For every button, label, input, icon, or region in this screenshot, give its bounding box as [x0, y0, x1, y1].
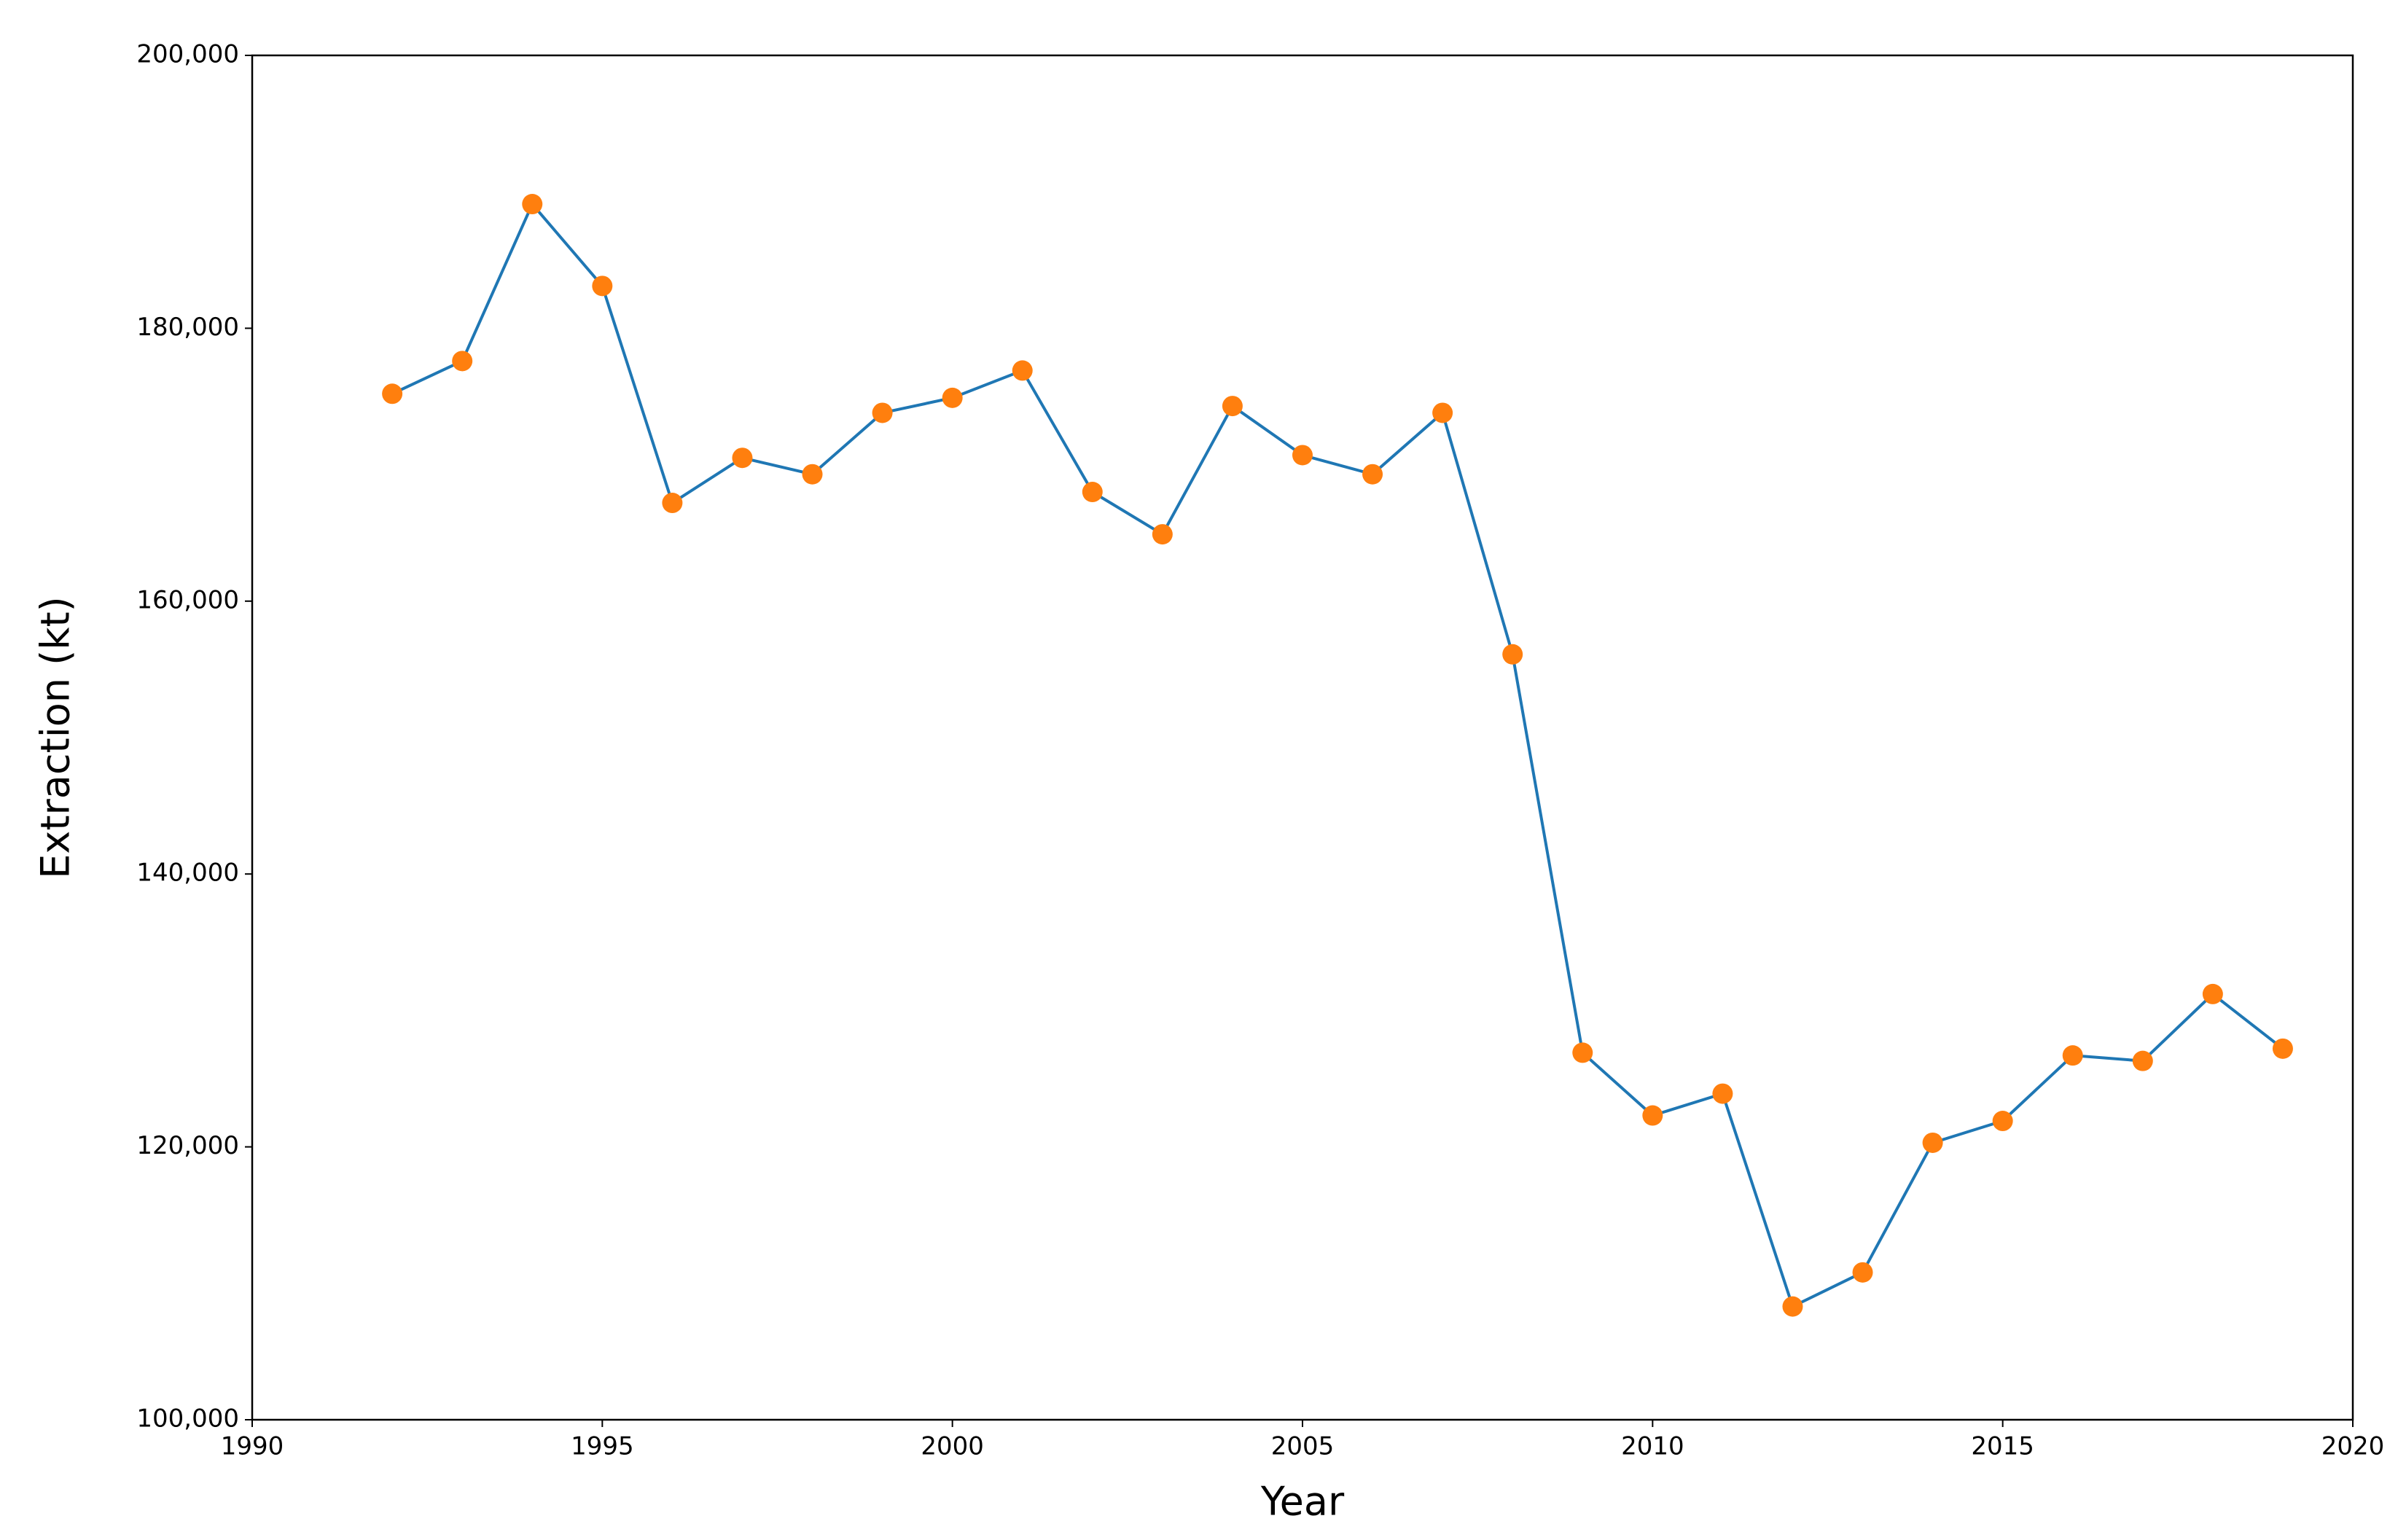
marker — [1292, 445, 1313, 466]
line — [391, 201, 2284, 1309]
marker — [1502, 644, 1523, 665]
y-tick-label: 140,000 — [136, 859, 239, 888]
x-tick-label: 2020 — [2321, 1432, 2385, 1461]
marker — [1222, 396, 1243, 417]
y-tick-label: 200,000 — [136, 40, 239, 69]
marker — [1432, 402, 1453, 423]
marker — [662, 493, 683, 514]
marker — [872, 402, 893, 423]
marker — [1082, 482, 1103, 503]
x-tick-label: 1990 — [221, 1432, 284, 1461]
y-tick-label: 100,000 — [136, 1404, 239, 1434]
marker — [1152, 524, 1173, 545]
marker — [382, 383, 403, 404]
marker — [802, 464, 823, 485]
marker — [2062, 1045, 2083, 1066]
x-axis-label: Year — [1260, 1479, 1345, 1525]
marker — [1012, 360, 1033, 381]
x-tick-label: 2005 — [1271, 1432, 1335, 1461]
y-tick-label: 180,000 — [136, 313, 239, 342]
marker — [942, 387, 963, 408]
marker — [1852, 1262, 1873, 1283]
marker — [1922, 1132, 1943, 1153]
x-tick-label: 1995 — [571, 1432, 634, 1461]
marker — [1992, 1111, 2013, 1132]
marker — [1572, 1042, 1593, 1063]
x-tick-label: 2010 — [1621, 1432, 1684, 1461]
x-tick-label: 2015 — [1971, 1432, 2034, 1461]
marker — [592, 275, 613, 297]
plot-frame — [251, 54, 2354, 1421]
marker — [1782, 1296, 1803, 1317]
marker — [2132, 1050, 2153, 1071]
marker — [452, 351, 473, 372]
x-tick-label: 2000 — [921, 1432, 984, 1461]
marker — [522, 194, 543, 215]
marker — [2202, 983, 2223, 1004]
marker — [732, 447, 753, 469]
marker — [1642, 1105, 1663, 1126]
y-axis-label: Extraction (kt) — [33, 596, 79, 878]
marker — [1362, 464, 1383, 485]
y-tick-label: 120,000 — [136, 1131, 239, 1160]
y-tick-label: 160,000 — [136, 585, 239, 614]
marker — [1712, 1083, 1733, 1104]
marker — [2272, 1038, 2293, 1059]
